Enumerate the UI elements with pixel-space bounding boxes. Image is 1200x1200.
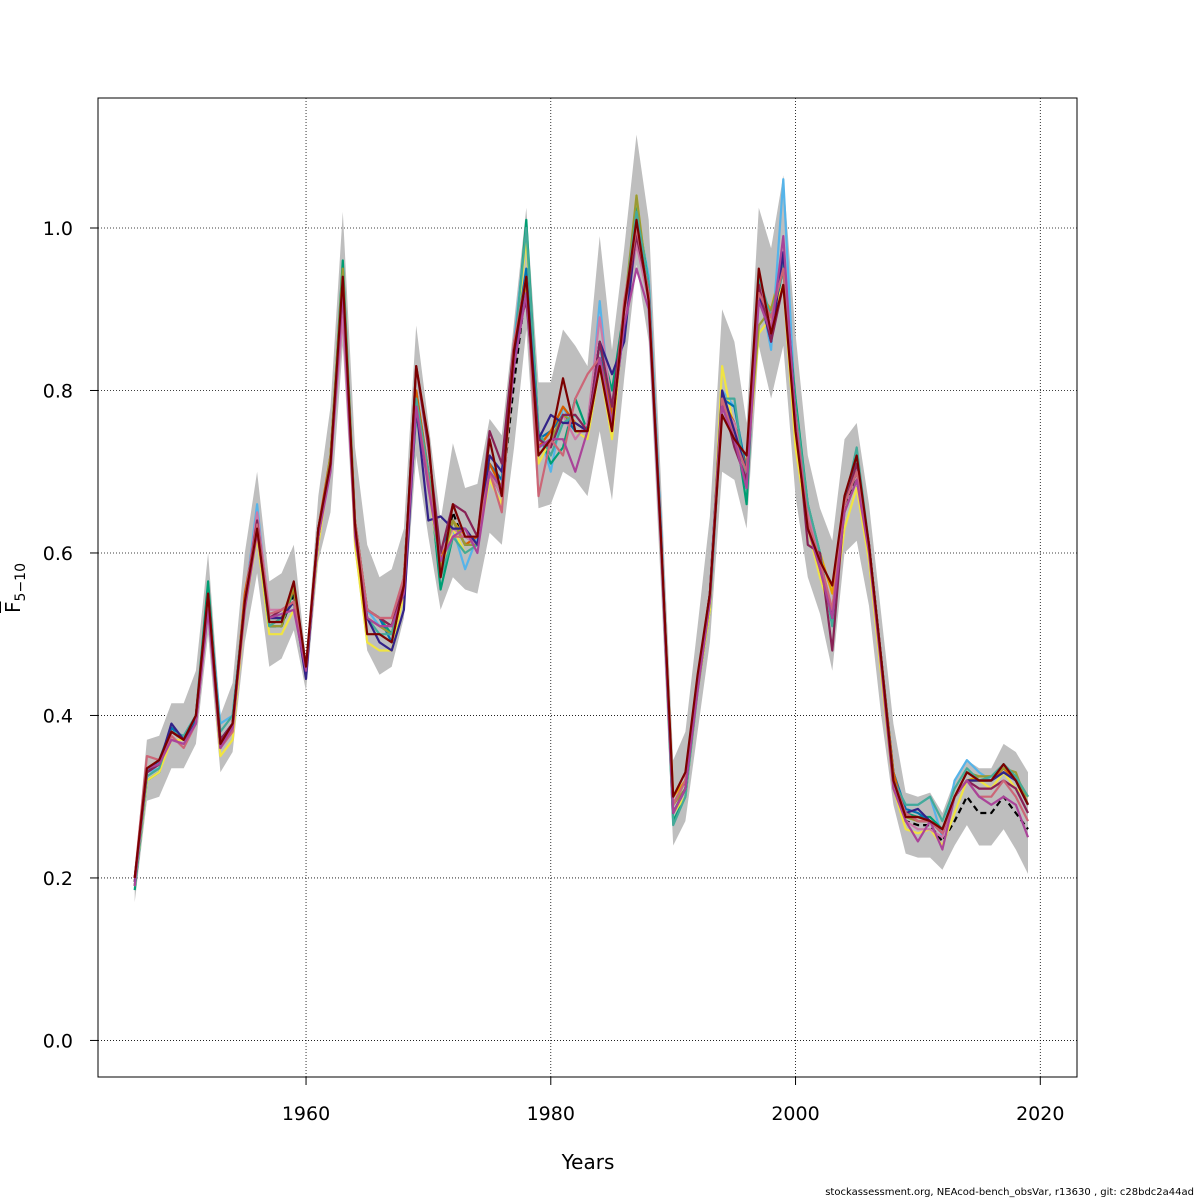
- y-axis-title: F5−10: [1, 563, 29, 613]
- gridlines: [98, 98, 1077, 1077]
- y-axis-title-sub: 5−10: [13, 563, 29, 601]
- y-tick-label: 0.8: [43, 380, 73, 402]
- y-tick-label: 0.4: [43, 705, 73, 727]
- y-tick-label: 0.6: [43, 543, 73, 565]
- series-line-15: [133, 218, 1029, 879]
- x-axis: 1960 1980 2000 2020: [282, 1077, 1064, 1125]
- plot-frame: [97, 97, 1078, 1078]
- y-tick-label: 0.2: [43, 868, 73, 890]
- series-line-14: [133, 235, 1030, 887]
- x-tick-label: 1960: [282, 1103, 330, 1125]
- x-tick-label: 1980: [527, 1103, 575, 1125]
- y-tick-label: 1.0: [43, 218, 73, 240]
- x-axis-title: Years: [561, 1150, 615, 1174]
- footer-credit: stockassessment.org, NEAcod-bench_obsVar…: [825, 1187, 1194, 1198]
- y-axis: 0.0 0.2 0.4 0.6 0.8 1.0: [43, 218, 98, 1052]
- x-tick-label: 2000: [771, 1103, 819, 1125]
- y-axis-title-main: F: [1, 601, 25, 613]
- series-lines: [133, 178, 1030, 891]
- x-tick-label: 2020: [1016, 1103, 1064, 1125]
- y-tick-label: 0.0: [43, 1030, 73, 1052]
